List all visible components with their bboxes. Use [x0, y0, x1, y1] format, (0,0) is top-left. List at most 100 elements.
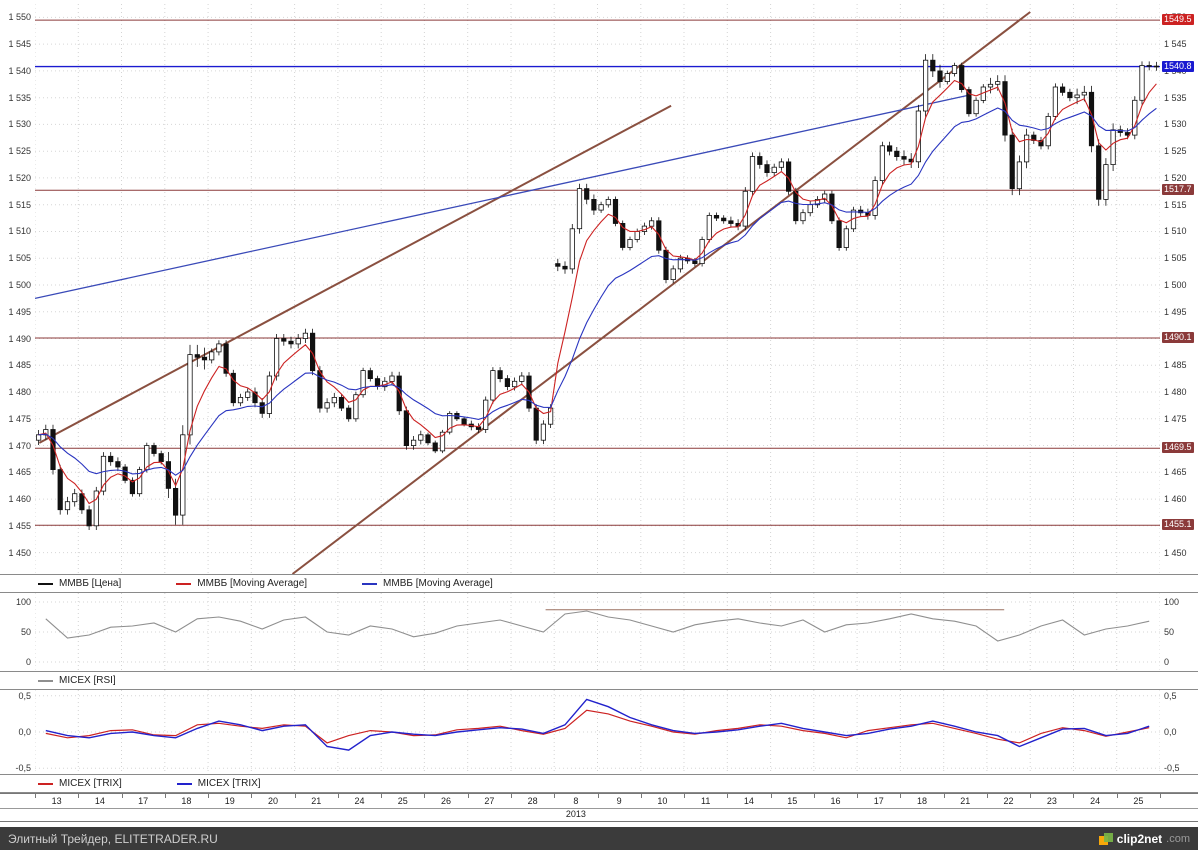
footer-bar: Элитный Трейдер, ELITETRADER.RU clip2net… [0, 827, 1198, 850]
y-axis-label: 1 515 [8, 199, 31, 210]
y-axis-label: -0,5 [15, 763, 31, 774]
date-label: 18 [917, 796, 928, 806]
date-label: 14 [743, 796, 754, 806]
date-label: 11 [700, 796, 711, 806]
y-axis-label: 1 505 [1164, 253, 1187, 264]
rsi-axis-left: 0 50 100 [0, 593, 33, 671]
y-axis-label: 1 550 [8, 12, 31, 23]
y-axis-label: 0,0 [18, 727, 31, 737]
y-axis-label: 1 480 [1164, 387, 1187, 398]
y-axis-label: 100 [1164, 597, 1180, 607]
y-axis-label: 1 525 [8, 146, 31, 157]
date-label: 25 [397, 796, 408, 806]
price-level-lines [35, 19, 1160, 526]
date-tick [1073, 794, 1075, 798]
date-axis-row: 13 14 17 18 19 20 21 24 25 26 27 28 8 9 10 11 14 15 16 17 18… [0, 793, 1198, 809]
date-label: 24 [354, 796, 365, 806]
y-axis-label: 1 520 [1164, 172, 1187, 183]
y-axis-label: 1 470 [8, 440, 31, 451]
y-axis-label: 1 460 [8, 494, 31, 505]
y-axis-label: 1 520 [8, 172, 31, 183]
ma-fast-line [38, 79, 1157, 505]
legend-color-swatch [176, 782, 192, 785]
date-tick [121, 794, 123, 798]
y-axis-label: 1 515 [1164, 199, 1187, 210]
legend-color-swatch [38, 582, 53, 585]
rsi-panel: 0 50 100 0 50 100 [0, 593, 1198, 671]
date-tick [1116, 794, 1118, 798]
date-tick [251, 794, 253, 798]
clip2net-watermark[interactable]: clip2net .com [1098, 831, 1190, 846]
trix-axis-right: 0,5 0,0 -0,5 [1162, 690, 1198, 774]
legend-label: MICEX [RSI] [59, 675, 116, 686]
y-axis-label: 1 530 [8, 119, 31, 130]
date-tick [986, 794, 988, 798]
y-axis-label: 50 [20, 627, 31, 637]
rsi-line [45, 610, 1150, 642]
legend-item: ММВБ [Цена] [38, 578, 121, 589]
date-tick [510, 794, 512, 798]
y-axis-label: 1 535 [8, 92, 31, 103]
rsi-chart-canvas[interactable] [35, 593, 1160, 671]
date-label: 24 [1090, 796, 1101, 806]
y-axis-label: 1 465 [1164, 467, 1187, 478]
price-tag: 1455.1 [1162, 519, 1194, 531]
price-axis-left: 1 450 1 455 1 460 1 465 1 470 1 475 1 480 1 485… [0, 0, 33, 574]
date-tick [857, 794, 859, 798]
trix-axis-left: 0,5 0,0 -0,5 [0, 690, 33, 774]
date-tick [35, 794, 36, 798]
date-label: 15 [787, 796, 798, 806]
legend-item: ММВБ [Moving Average] [176, 578, 307, 589]
date-label: 18 [181, 796, 192, 806]
trend-lines [35, 11, 1031, 574]
y-axis-label: 1 455 [8, 520, 31, 531]
trix-signal-line [45, 698, 1150, 751]
date-tick [900, 794, 902, 798]
watermark-name: clip2net [1116, 831, 1163, 846]
date-label: 23 [1046, 796, 1057, 806]
footer-credit: Элитный Трейдер, ELITETRADER.RU [8, 831, 218, 846]
y-axis-label: 1 475 [1164, 413, 1187, 424]
y-axis-label: 1 505 [8, 253, 31, 264]
y-axis-label: 1 510 [8, 226, 31, 237]
legend-label: ММВБ [Moving Average] [383, 578, 493, 589]
watermark-suffix: .com [1166, 832, 1190, 845]
date-label: 25 [1133, 796, 1144, 806]
legend-item: MICEX [RSI] [38, 675, 116, 686]
date-label: 9 [616, 796, 622, 806]
date-label: 8 [573, 796, 579, 806]
price-chart-canvas[interactable] [35, 4, 1160, 574]
date-tick [640, 794, 642, 798]
y-axis-label: 1 500 [8, 279, 31, 290]
date-label: 21 [311, 796, 322, 806]
y-axis-label: 50 [1164, 627, 1175, 637]
date-tick [727, 794, 729, 798]
date-label: 14 [94, 796, 105, 806]
y-axis-label: 1 450 [1164, 547, 1187, 558]
legend-color-swatch [176, 582, 192, 585]
date-label: 10 [657, 796, 668, 806]
y-axis-label: 1 530 [1164, 119, 1187, 130]
date-axis: 13 14 17 18 19 20 21 24 25 26 27 28 8 9 10 11 14 15 16 17 18… [0, 793, 1198, 822]
y-axis-label: 1 485 [1164, 360, 1187, 371]
trix-chart-canvas[interactable] [35, 690, 1160, 774]
price-tag: 1540.8 [1162, 60, 1194, 72]
legend-label: MICEX [TRIX] [197, 778, 261, 789]
date-tick [381, 794, 383, 798]
date-tick [554, 794, 556, 798]
y-axis-label: 1 545 [8, 39, 31, 50]
y-axis-label: 0,0 [1164, 727, 1177, 737]
date-label: 26 [441, 796, 452, 806]
y-axis-label: 1 480 [8, 387, 31, 398]
date-label: 27 [484, 796, 495, 806]
price-legend: ММВБ [Цена] ММВБ [Moving Average] ММВБ [Mo… [0, 574, 1198, 593]
date-tick [208, 794, 210, 798]
legend-color-swatch [362, 582, 378, 585]
date-tick [337, 794, 339, 798]
y-axis-label: 1 535 [1164, 92, 1187, 103]
y-axis-label: -0,5 [1164, 763, 1180, 774]
y-axis-label: 1 485 [8, 360, 31, 371]
date-label: 17 [873, 796, 884, 806]
legend-item: ММВБ [Moving Average] [362, 578, 493, 589]
